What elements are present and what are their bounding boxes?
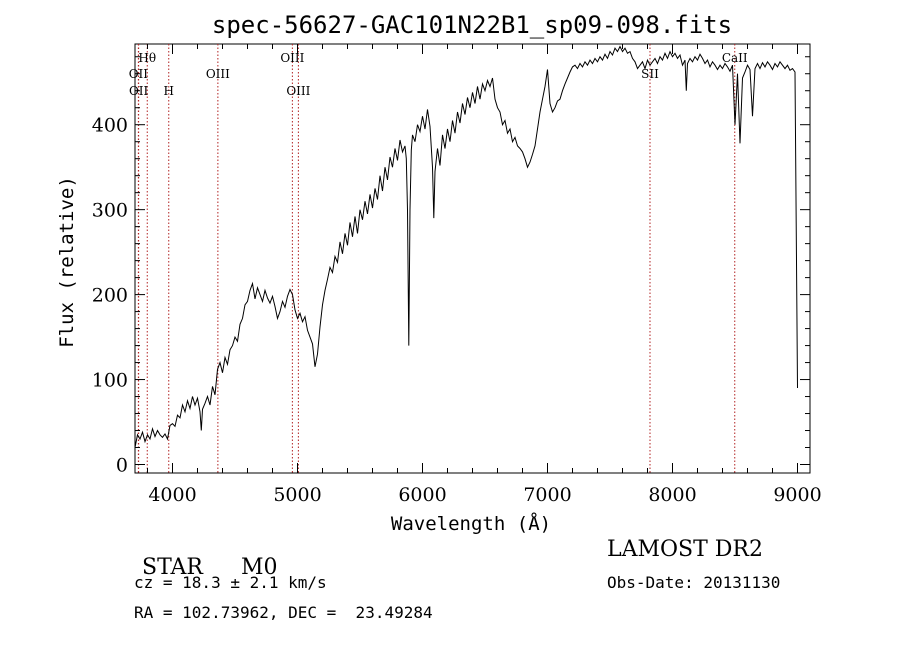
spectrum-series-line [134, 45, 798, 448]
emission-line-label: OIII [286, 84, 310, 98]
x-tick-label: 6000 [398, 484, 446, 506]
emission-line-label: OIII [206, 67, 230, 81]
coordinates-text: RA = 102.73962, DEC = 23.49284 [134, 603, 433, 622]
y-tick-label: 0 [116, 455, 128, 477]
x-tick-label: 4000 [148, 484, 196, 506]
emission-line-markers: HθOIIOIIHOIIIOIIIOIIISIICaII [129, 44, 748, 473]
observation-date: Obs-Date: 20131130 [607, 573, 781, 592]
survey-name: LAMOST DR2 [607, 537, 763, 562]
x-tick-label: 5000 [273, 484, 321, 506]
emission-line-label: SII [641, 67, 659, 81]
object-class: STAR [142, 555, 203, 580]
plot-area-frame [134, 43, 811, 474]
axis-ticks: 4000 5000 6000 7000 8000 9000 0 100 200 300 400 [92, 44, 822, 506]
object-subclass: M0 [241, 555, 278, 580]
redshift-text: cz = 18.3 ± 2.1 km/s [134, 573, 327, 592]
emission-line-label: H [164, 84, 174, 98]
emission-line-label: OIII [280, 51, 304, 65]
x-tick-label: 9000 [773, 484, 821, 506]
y-tick-label: 200 [92, 285, 128, 307]
emission-line-label: CaII [722, 51, 748, 65]
y-tick-label: 300 [92, 200, 128, 222]
y-tick-label: 100 [92, 370, 128, 392]
y-tick-label: 400 [92, 115, 128, 137]
emission-line-label: Hθ [138, 51, 156, 65]
x-tick-label: 7000 [523, 484, 571, 506]
chart-title: spec-56627-GAC101N22B1_sp09-098.fits [212, 11, 732, 39]
y-axis-label: Flux (relative) [56, 176, 78, 348]
x-tick-label: 8000 [648, 484, 696, 506]
x-axis-label: Wavelength (Å) [391, 512, 551, 535]
